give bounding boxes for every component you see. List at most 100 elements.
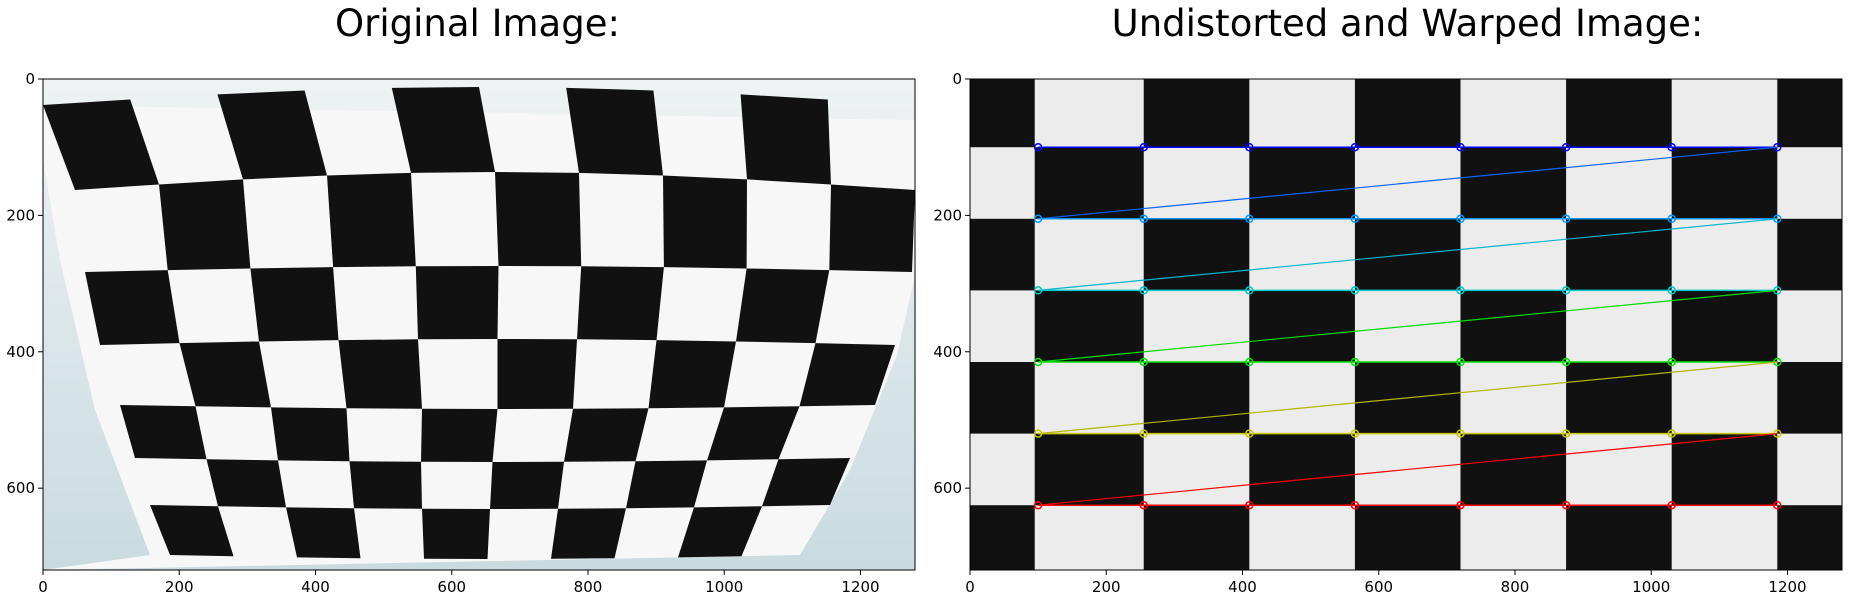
corner-marker [1350, 214, 1360, 224]
warped-image [970, 79, 1842, 570]
distorted-checkerboard [43, 87, 915, 559]
corner-marker [1456, 357, 1465, 367]
corner-marker [1561, 500, 1571, 510]
board-square [1249, 147, 1355, 219]
board-square [495, 172, 582, 267]
board-square [577, 266, 664, 341]
board-square [626, 460, 707, 509]
board-square [1671, 147, 1778, 219]
corner-marker [1033, 286, 1043, 295]
corner-marker [1139, 214, 1148, 224]
board-square [1143, 79, 1250, 148]
corner-marker [1139, 500, 1148, 510]
board-square [648, 340, 736, 409]
corner-marker [1456, 142, 1465, 152]
left-axes: 0 200 400 600 800 1000 1200 0 200 400 600 [6, 70, 879, 596]
corner-marker [1033, 500, 1043, 510]
board-square [391, 87, 495, 173]
y-tick-label: 400 [933, 343, 962, 361]
board-square [970, 218, 1035, 291]
corner-marker [1561, 357, 1571, 367]
board-square [179, 341, 271, 408]
x-tick-label: 1200 [1768, 578, 1806, 596]
corner-marker [1561, 429, 1571, 438]
right-panel-title: Undistorted and Warped Image: [1111, 2, 1704, 45]
corner-marker [1033, 142, 1043, 152]
board-square [206, 459, 286, 508]
corner-marker [1033, 429, 1043, 438]
corner-diagonal-line [1038, 146, 1778, 220]
board-square [1249, 433, 1355, 506]
x-tick-label: 200 [1092, 578, 1121, 596]
y-tick-label: 0 [25, 70, 35, 88]
board-square [1777, 505, 1842, 570]
x-tick-label: 600 [437, 578, 466, 596]
board-square [762, 458, 850, 507]
board-square [1034, 147, 1144, 219]
x-tick-label: 1000 [1632, 578, 1670, 596]
board-square [1034, 433, 1144, 506]
corner-marker [1139, 357, 1148, 367]
corner-diagonal-line [1038, 361, 1778, 435]
board-square [1460, 290, 1567, 363]
board-square [497, 339, 577, 409]
y-tick-label: 0 [952, 70, 962, 88]
corner-marker [1139, 429, 1148, 438]
board-square [736, 268, 830, 344]
corner-marker [1456, 429, 1465, 438]
corner-diagonal-line [1038, 218, 1778, 291]
board-square [1566, 505, 1672, 570]
corner-marker [1245, 214, 1254, 224]
board-square [1671, 433, 1778, 506]
corner-marker [1245, 429, 1254, 438]
board-square [349, 461, 422, 509]
original-image [43, 79, 915, 570]
board-square [1143, 218, 1250, 291]
corner-marker [1350, 429, 1360, 438]
left-panel-title: Original Image: [335, 2, 620, 45]
board-square [217, 90, 327, 180]
board-square [1777, 79, 1842, 148]
corner-marker [1456, 500, 1465, 510]
board-square [85, 270, 180, 345]
board-square [564, 408, 649, 462]
board-square [566, 87, 663, 176]
corner-diagonal-line [1038, 433, 1778, 506]
x-tick-label: 0 [965, 578, 975, 596]
corner-marker [1139, 286, 1148, 295]
board-square [1777, 362, 1842, 434]
board-square [970, 505, 1035, 570]
corner-marker [1245, 357, 1254, 367]
board-square [707, 406, 800, 461]
board-square [250, 267, 339, 342]
y-tick-label: 600 [6, 479, 35, 497]
chessboard-corner-lines [1033, 142, 1782, 510]
board-square [422, 508, 490, 559]
board-square [327, 172, 416, 268]
board-square [551, 508, 626, 559]
corner-marker [1667, 286, 1676, 295]
y-tick-label: 200 [6, 206, 35, 224]
corner-marker [1350, 142, 1360, 152]
board-square [678, 506, 762, 558]
corner-marker [1033, 214, 1043, 224]
board-square [970, 362, 1035, 434]
x-tick-label: 200 [165, 578, 194, 596]
corner-diagonal-line [1038, 289, 1778, 363]
board-square [1777, 218, 1842, 291]
board-square [490, 461, 564, 509]
corner-marker [1245, 500, 1254, 510]
board-square [799, 343, 895, 407]
board-square [415, 266, 499, 340]
y-tick-label: 400 [6, 343, 35, 361]
board-square [271, 407, 350, 462]
board-square [43, 99, 159, 190]
board-square [1460, 433, 1567, 506]
corner-marker [1561, 286, 1571, 295]
board-square [1143, 505, 1250, 570]
board-square [338, 339, 422, 409]
board-square [1566, 218, 1672, 291]
x-tick-label: 0 [38, 578, 48, 596]
board-square [1354, 505, 1461, 570]
